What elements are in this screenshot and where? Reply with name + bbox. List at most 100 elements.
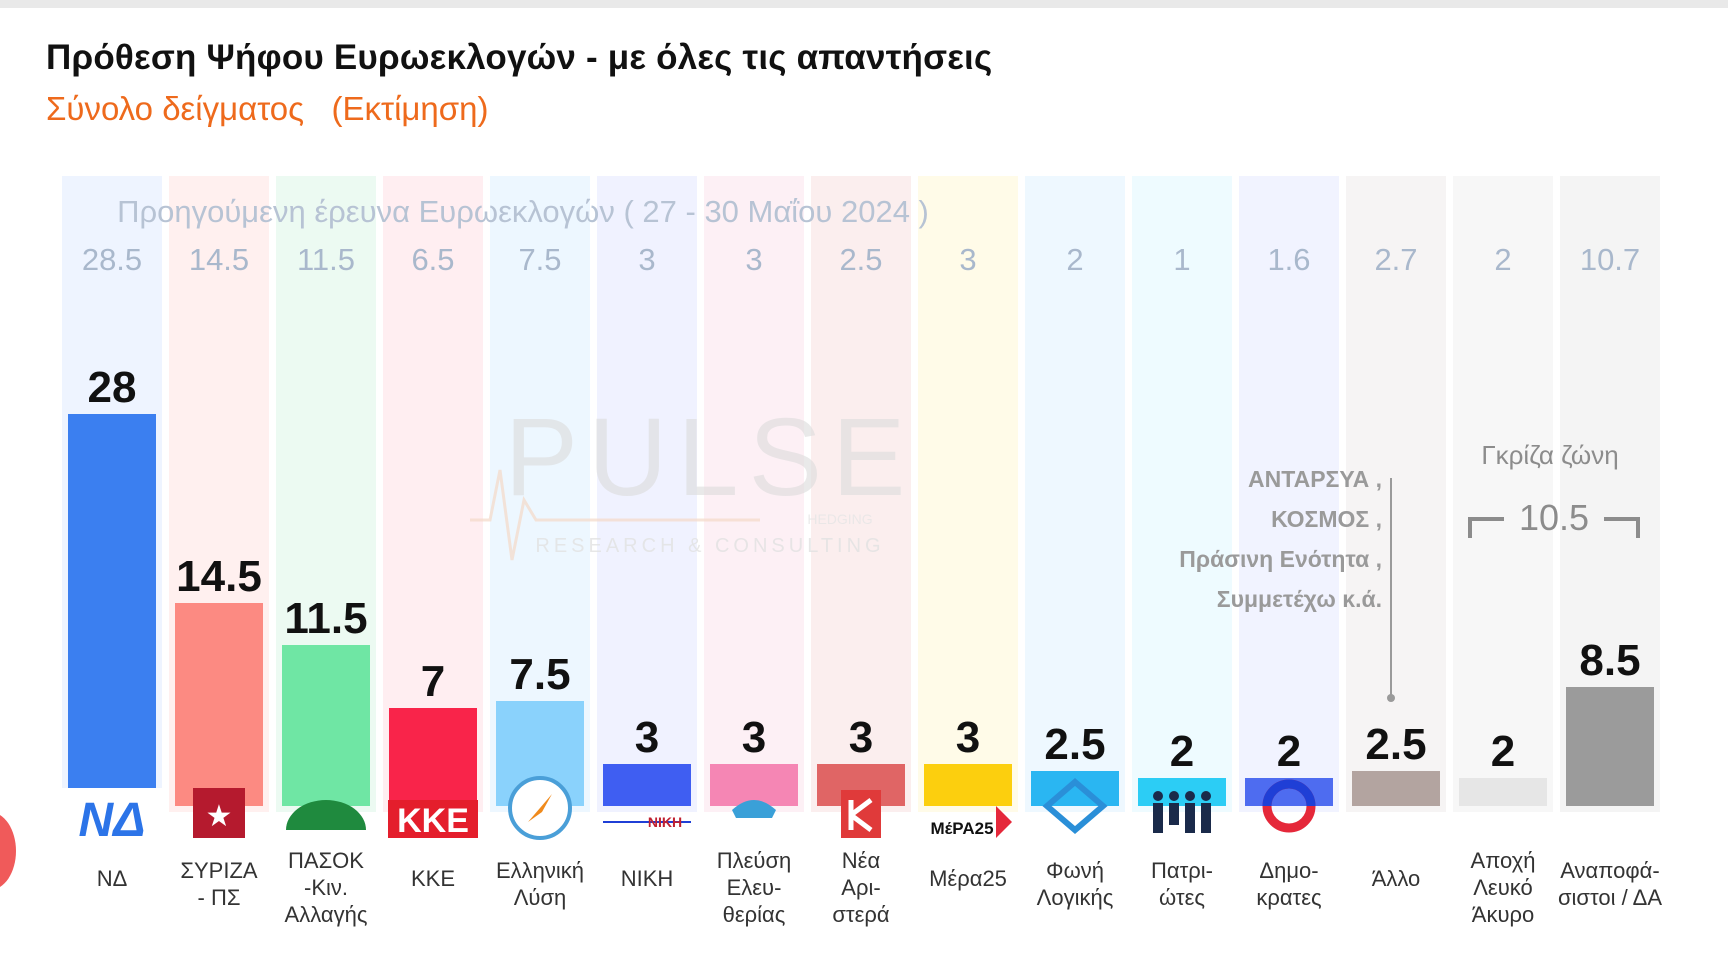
category-label: Ελληνική Λύση: [496, 858, 584, 910]
column-bg: [1346, 176, 1446, 812]
category-label-line: Λύση: [514, 885, 567, 910]
kke-logo-bg: [388, 800, 478, 838]
category-label: Νέα Αρι-στερά: [832, 848, 890, 927]
category-label-line: ΝΔ: [97, 866, 128, 891]
category-label: Πατρι-ώτες: [1151, 858, 1213, 910]
category-label: Αποχή Λευκό Άκυρο: [1471, 848, 1536, 927]
column-bg: [1132, 176, 1232, 812]
chart-title: Πρόθεση Ψήφου Ευρωεκλογών - με όλες τις …: [46, 38, 993, 77]
bar: [389, 708, 477, 806]
watermark-pulse-line: [470, 469, 760, 561]
category-label-line: κρατες: [1256, 885, 1321, 910]
value-label: 3: [956, 713, 980, 762]
other-parties-note: Συμμετέχω κ.ά.: [1217, 586, 1382, 612]
column-bg: [1239, 176, 1339, 812]
category-label-line: - ΠΣ: [198, 885, 241, 910]
top-strip: [0, 0, 1728, 8]
previous-value: 2.5: [839, 242, 882, 277]
category-label-line: σιστοι / ΔΑ: [1558, 885, 1662, 910]
category-label-line: Αναποφά-: [1560, 858, 1659, 883]
previous-value: 2: [1066, 242, 1083, 277]
value-label: 2.5: [1365, 720, 1426, 769]
category-label-line: στερά: [832, 902, 890, 927]
previous-survey: Προηγούμενη έρευνα Ευρωεκλογών ( 27 - 30…: [82, 194, 1640, 277]
value-label: 2: [1170, 727, 1194, 776]
niki-logo-icon: ΝΙΚΗ: [648, 814, 682, 830]
category-label-line: ΠΑΣΟΚ: [288, 848, 364, 873]
bar: [1138, 778, 1226, 806]
previous-value: 1.6: [1267, 242, 1310, 277]
category-label-line: Δημο-: [1259, 858, 1318, 883]
value-label: 14.5: [176, 552, 262, 601]
syriza-logo-icon: [193, 788, 245, 838]
category-label-line: Ελευ-: [727, 875, 782, 900]
plefsi-ship-icon: [732, 800, 776, 818]
value-label: 28: [88, 363, 137, 412]
category-label-line: Νέα: [842, 848, 881, 873]
category-label-line: θερίας: [723, 902, 786, 927]
watermark-small: HEDGING: [807, 511, 872, 527]
syriza-star-icon: ★: [206, 800, 233, 833]
annotations: ΑΝΤΑΡΣΥΑ , ΚΟΣΜΟΣ , Πράσινη Ενότητα , Συμμε…: [1179, 440, 1640, 702]
bar: [1459, 778, 1547, 806]
patriotes-figure-body-icon: [1153, 803, 1163, 833]
other-parties-note: ΚΟΣΜΟΣ ,: [1271, 506, 1382, 532]
other-parties-pointer-dot: [1387, 694, 1395, 702]
category-label: ΣΥΡΙΖΑ - ΠΣ: [180, 858, 257, 910]
value-label: 7: [421, 657, 445, 706]
value-label: 2: [1277, 727, 1301, 776]
party-logos: ΝΔ ★ ΚΚΕ ΝΙΚΗ ΜέΡΑ25: [62, 776, 1316, 847]
patriotes-figure-body-icon: [1201, 803, 1211, 833]
watermark: PULSE RESEARCH & CONSULTING HEDGING: [470, 396, 905, 561]
side-handle[interactable]: [0, 812, 16, 890]
patriotes-figure-head-icon: [1185, 791, 1195, 801]
column-bg: [811, 176, 911, 812]
bar: [710, 764, 798, 806]
value-label: 7.5: [509, 650, 570, 699]
bar: [924, 764, 1012, 806]
previous-value: 3: [959, 242, 976, 277]
column-bg: [1453, 176, 1553, 812]
category-label-line: Μέρα25: [929, 866, 1007, 891]
other-parties-note: ΑΝΤΑΡΣΥΑ ,: [1248, 466, 1382, 492]
bar: [603, 764, 691, 806]
category-label-line: Ελληνική: [496, 858, 584, 883]
category-label: Μέρα25: [929, 866, 1007, 891]
previous-value: 3: [638, 242, 655, 277]
category-label-line: Πατρι-: [1151, 858, 1213, 883]
bar: [1352, 771, 1440, 806]
previous-value: 28.5: [82, 242, 142, 277]
patriotes-figure-head-icon: [1153, 791, 1163, 801]
patriotes-figure-head-icon: [1201, 791, 1211, 801]
category-label-line: Λογικής: [1037, 885, 1114, 910]
foni-logikis-logo-icon: [1042, 778, 1108, 834]
category-label: Φωνή Λογικής: [1037, 858, 1114, 910]
category-label-line: Άκυρο: [1472, 902, 1534, 927]
bar: [175, 603, 263, 806]
patriotes-figure-head-icon: [1169, 791, 1179, 801]
previous-value: 6.5: [411, 242, 454, 277]
bar: [1566, 687, 1654, 806]
chart-subtitle: Σύνολο δείγματος (Εκτίμηση): [46, 90, 489, 127]
watermark-sub: RESEARCH & CONSULTING: [535, 535, 884, 557]
category-label-line: Πλεύση: [717, 848, 792, 873]
value-label: 11.5: [284, 594, 367, 643]
value-label: 8.5: [1579, 636, 1640, 685]
column-bg: [1025, 176, 1125, 812]
category-labels: ΝΔ ΣΥΡΙΖΑ - ΠΣ ΠΑΣΟΚ -Κιν. Αλλαγής ΚΚΕ Ελληνική…: [97, 848, 1663, 927]
previous-survey-caption: Προηγούμενη έρευνα Ευρωεκλογών ( 27 - 30…: [117, 194, 929, 229]
category-label: Αναποφά-σιστοι / ΔΑ: [1558, 858, 1662, 910]
category-label-line: Αρι-: [841, 875, 880, 900]
value-label: 3: [849, 713, 873, 762]
category-label-line: Λευκό: [1473, 875, 1533, 900]
nea-aristera-mark-icon: [848, 798, 873, 832]
category-label: Άλλο: [1372, 866, 1421, 891]
previous-value: 11.5: [297, 242, 355, 277]
mera25-arrow-icon: [996, 806, 1012, 838]
grey-zone-bracket-left: [1468, 517, 1504, 538]
category-label: ΠΑΣΟΚ -Κιν. Αλλαγής: [285, 848, 368, 927]
category-label: ΝΔ: [97, 866, 128, 891]
category-label-line: Αλλαγής: [285, 902, 368, 927]
category-label-line: ΝΙΚΗ: [621, 866, 674, 891]
